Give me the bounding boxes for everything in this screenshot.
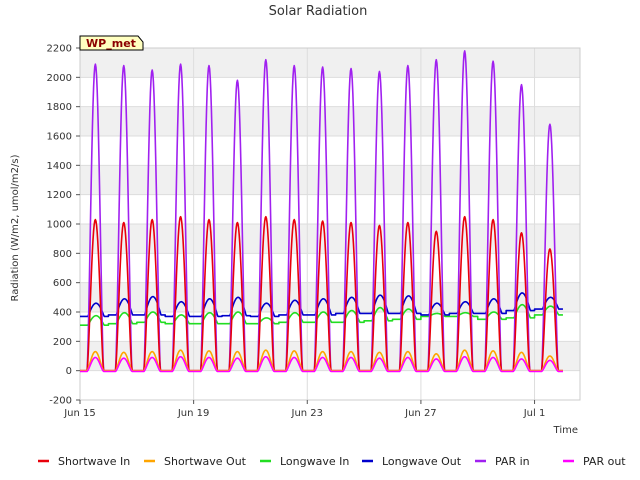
y-tick-label: 2200 [47,44,72,55]
x-tick-label: Jun 15 [63,408,96,419]
series-line-longwave-out [79,292,564,318]
y-tick-label: 0 [66,366,72,377]
station-label-box: WP_met [79,35,144,51]
y-tick-label: -200 [49,396,72,407]
background-band [80,282,580,312]
x-axis-label: Time [553,425,578,436]
x-axis-ticks: Jun 15 Jun 19 Jun 23 Jun 27 Jul 1 [63,400,545,419]
y-tick-label: 1200 [47,190,72,201]
y-tick-label: 400 [53,308,72,319]
y-tick-label: 1800 [47,102,72,113]
y-axis-label: Radiation (W/m2, umol/m2/s) [10,154,21,301]
y-tick-label: 1600 [47,132,72,143]
x-tick-label: Jun 23 [291,408,324,419]
series-line-longwave-in [79,303,564,326]
series-lines [79,50,564,373]
y-tick-label: 1000 [47,220,72,231]
legend-label: PAR in [495,455,530,468]
x-tick-label: Jun 19 [177,408,210,419]
background-band [80,165,580,195]
background-band [80,48,580,78]
y-tick-label: 600 [53,278,72,289]
y-tick-label: 1400 [47,161,72,172]
legend-label: PAR out [583,455,626,468]
y-tick-label: 800 [53,249,72,260]
series-line-par-out [79,355,564,373]
legend-label: Longwave Out [382,455,462,468]
x-tick-label: Jul 1 [523,408,546,419]
legend-label: Shortwave Out [164,455,247,468]
legend-label: Longwave In [280,455,349,468]
station-label: WP_met [86,37,136,50]
legend: Shortwave In Shortwave Out Longwave In Long… [38,455,626,468]
y-tick-label: 2000 [47,73,72,84]
series-line-par-in [79,50,564,372]
legend-label: Shortwave In [58,455,130,468]
y-axis-ticks: -200 0 200 400 600 800 1000 1200 1400 1600 1800 200… [47,44,80,407]
chart-title: Solar Radiation [269,4,368,19]
x-tick-label: Jun 27 [404,408,437,419]
y-tick-label: 200 [53,337,72,348]
